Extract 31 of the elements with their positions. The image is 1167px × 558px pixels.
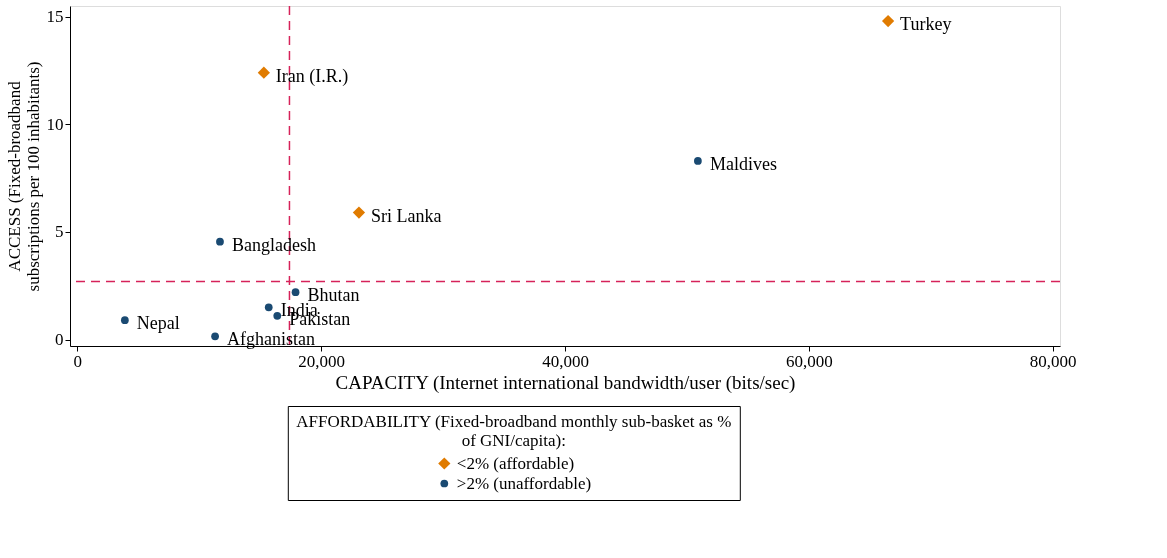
x-tick-label: 20,000 [298, 351, 346, 371]
y-tick-label: 0 [55, 330, 64, 350]
point [881, 14, 895, 28]
y-tick-label: 5 [55, 222, 64, 242]
x-tick-label: 0 [73, 351, 83, 371]
point [273, 312, 282, 320]
annotation: Bhutan [307, 285, 360, 306]
annotation: Maldives [709, 153, 777, 174]
legend-title: AFFORDABILITY (Fixed-broadband monthly sub-basket as % of GNI/capita): [296, 412, 732, 450]
x-tick-label: 80,000 [1029, 351, 1077, 371]
x-tick-label: 60,000 [785, 351, 833, 371]
point [120, 316, 129, 325]
y-tick-label: 15 [46, 7, 64, 27]
annotation: Bangladesh [231, 234, 316, 255]
legend-label: >2% (unaffordable) [456, 473, 592, 493]
annotation: Turkey [900, 14, 952, 35]
point [291, 288, 300, 297]
point [352, 206, 366, 219]
y-tick-label: 10 [46, 114, 64, 134]
legend-label: <2% (affordable) [456, 453, 575, 473]
annotation: Nepal [136, 313, 180, 334]
point [694, 157, 702, 165]
annotation: Iran (I.R.) [275, 65, 349, 87]
x-tick-label: 40,000 [542, 351, 589, 371]
point [257, 66, 270, 79]
x-axis-title: CAPACITY (Internet international bandwidth/user (bits/sec) [335, 371, 796, 394]
annotation: Sri Lanka [370, 205, 442, 226]
y-axis-title: ACCESS (Fixed-broadband subscriptions per 100 inhabitants) [4, 61, 43, 292]
point [216, 237, 224, 246]
point [211, 332, 219, 341]
point [264, 303, 273, 312]
